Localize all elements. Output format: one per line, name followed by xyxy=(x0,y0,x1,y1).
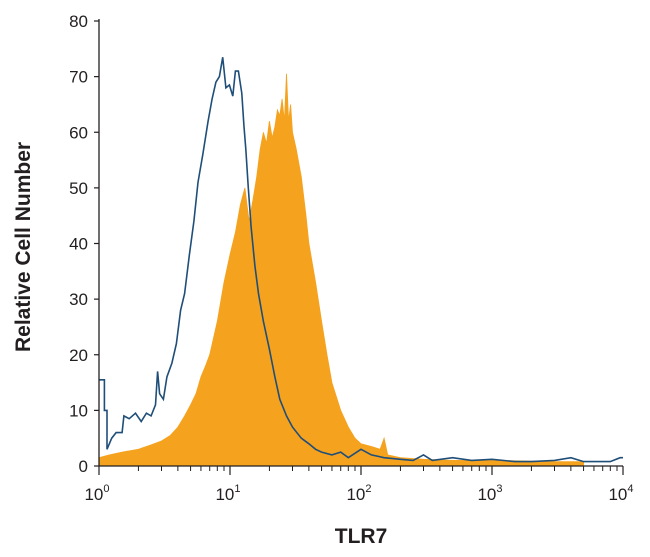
x-tick-label: 101 xyxy=(215,483,240,504)
series-outline-1 xyxy=(99,57,623,463)
y-tick-label: 80 xyxy=(69,12,88,31)
y-tick-label: 60 xyxy=(69,123,88,142)
y-tick-label: 70 xyxy=(69,68,88,87)
x-axis-title: TLR7 xyxy=(335,525,388,548)
x-tick-label: 104 xyxy=(608,483,633,504)
x-tick-label: 102 xyxy=(346,483,371,504)
y-tick-label: 20 xyxy=(69,346,88,365)
y-tick-label: 30 xyxy=(69,290,88,309)
plot-area xyxy=(98,57,623,467)
y-tick-label: 10 xyxy=(69,401,88,420)
y-tick-label: 50 xyxy=(69,179,88,198)
axes: 0 10 20 30 40 50 60 70 80 100 101 102 103 104 xyxy=(69,12,633,504)
x-tick-label: 103 xyxy=(477,483,502,504)
y-tick-label: 40 xyxy=(69,235,88,254)
x-tick-label: 100 xyxy=(84,483,109,504)
y-tick-label: 0 xyxy=(79,457,88,476)
series-filled-0 xyxy=(98,73,585,467)
y-axis-title: Relative Cell Number xyxy=(12,142,35,352)
